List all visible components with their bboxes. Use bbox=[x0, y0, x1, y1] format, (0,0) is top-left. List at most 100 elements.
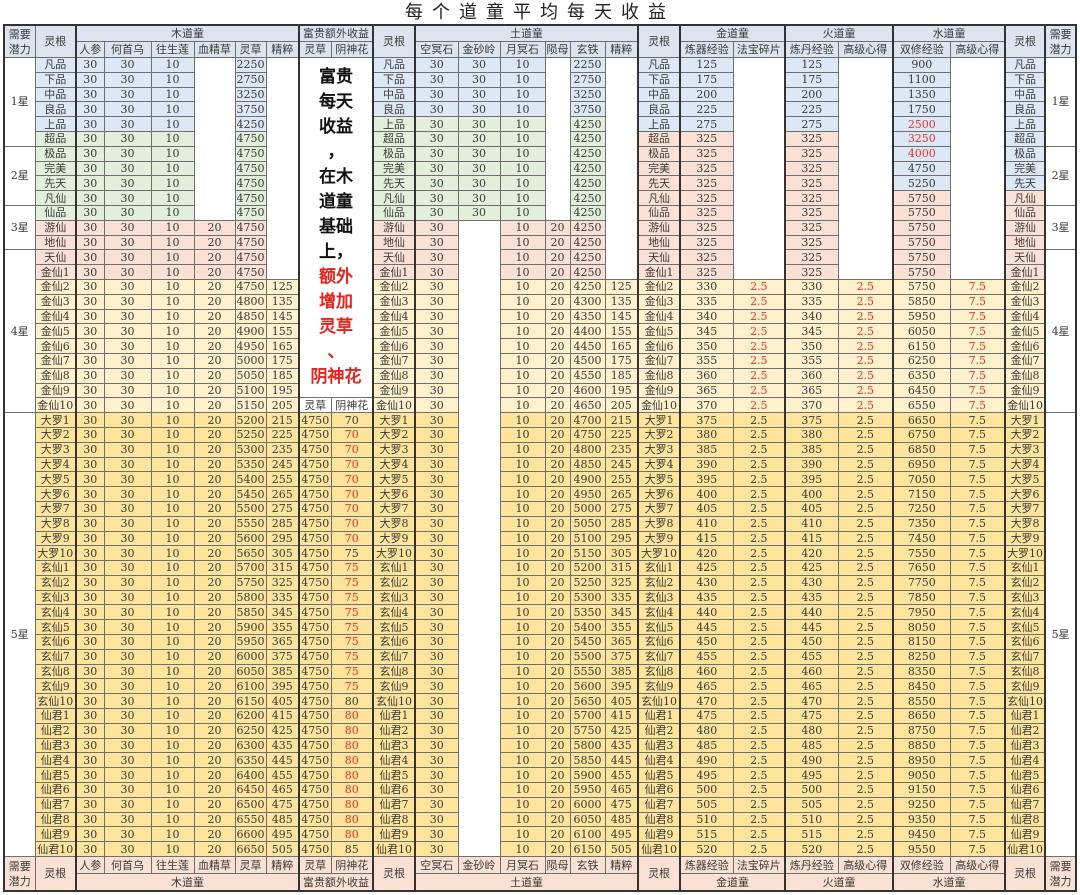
wood-ginseng-cell: 30 bbox=[75, 101, 105, 118]
wood-jingcui-cell: 455 bbox=[265, 767, 300, 784]
earth-jingcui-cell bbox=[604, 205, 639, 221]
gold-treasure-shard-cell: 2.5 bbox=[732, 678, 786, 695]
earth-yunmu-cell: 20 bbox=[544, 471, 571, 488]
root-cell: 大罗6 bbox=[34, 486, 77, 502]
wood-lingcao-cell: 6400 bbox=[234, 767, 267, 784]
root-cell: 金仙7 bbox=[34, 352, 77, 369]
footer-col-gold-1: 法宝碎片 bbox=[732, 856, 786, 875]
water-cultivation-exp-cell: 7250 bbox=[892, 500, 951, 517]
table-row: 3星 仙品 30 30 10 4750 仙品 30 30 10 4250 仙品 325 325 5750 仙品… bbox=[3, 204, 1077, 251]
earth-jinshaling-cell bbox=[457, 264, 501, 280]
footer-fire: 火道童 bbox=[784, 873, 894, 892]
water-insight-cell: 7.5 bbox=[949, 796, 1006, 813]
wood-wangshenglian-cell: 10 bbox=[150, 278, 195, 295]
root-cell: 大罗2 bbox=[34, 426, 77, 443]
water-insight-cell: 7.5 bbox=[949, 456, 1006, 473]
gold-refining-exp-cell: 325 bbox=[679, 160, 734, 177]
fugui-yinshenhua-cell: 75 bbox=[330, 678, 374, 695]
gold-refining-exp-cell: 395 bbox=[679, 471, 734, 488]
earth-jinshaling-cell bbox=[457, 249, 501, 265]
water-cultivation-exp-cell: 8250 bbox=[892, 648, 951, 665]
earth-yuemingshi-cell: 10 bbox=[499, 589, 546, 606]
water-insight-cell bbox=[949, 72, 1006, 88]
root-cell: 凡品 bbox=[1004, 57, 1046, 73]
earth-yunmu-cell bbox=[544, 72, 571, 88]
water-cultivation-exp-cell: 6150 bbox=[892, 338, 951, 354]
root-cell: 仙君8 bbox=[372, 811, 416, 828]
root-cell: 仙君7 bbox=[637, 796, 681, 813]
root-cell: 下品 bbox=[372, 71, 416, 88]
wood-wangshenglian-cell: 10 bbox=[150, 811, 195, 828]
earth-jingcui-cell bbox=[604, 57, 639, 73]
root-cell: 玄仙2 bbox=[372, 574, 416, 591]
header-col-wood-5: 精粹 bbox=[265, 41, 300, 58]
earth-jinshaling-cell bbox=[457, 560, 501, 576]
wood-lingcao-cell: 5400 bbox=[234, 471, 267, 488]
wood-ginseng-cell: 30 bbox=[75, 190, 105, 206]
root-cell: 凡品 bbox=[34, 57, 77, 73]
gold-treasure-shard-cell bbox=[732, 101, 786, 117]
earth-jinshaling-cell bbox=[457, 294, 501, 310]
earth-yunmu-cell: 20 bbox=[544, 560, 571, 576]
header-wood: 木道童 bbox=[74, 24, 300, 42]
root-cell: 仙君4 bbox=[34, 752, 77, 769]
earth-yuemingshi-cell: 10 bbox=[499, 708, 546, 724]
wood-lingcao-cell: 5750 bbox=[234, 574, 267, 591]
water-insight-cell: 7.5 bbox=[949, 811, 1006, 828]
wood-wangshenglian-cell: 10 bbox=[150, 486, 195, 502]
earth-jingcui-cell: 315 bbox=[604, 560, 639, 576]
wood-lingcao-cell: 5250 bbox=[234, 426, 267, 443]
earth-xuantie-cell: 5900 bbox=[569, 767, 606, 784]
wood-xuejingcao-cell: 20 bbox=[193, 663, 236, 680]
water-insight-cell: 7.5 bbox=[949, 308, 1006, 325]
wood-ginseng-cell: 30 bbox=[75, 663, 105, 680]
earth-jinshaling-cell: 30 bbox=[457, 204, 501, 221]
gold-treasure-shard-cell: 2.5 bbox=[732, 693, 786, 710]
potential-star: 1星 bbox=[3, 57, 36, 147]
root-cell: 仙君10 bbox=[637, 841, 681, 858]
root-cell: 先天 bbox=[637, 175, 681, 192]
table-row: 下品 30 30 10 2750 下品 30 30 10 2750 下品 175 175 1100 下品 bbox=[4, 71, 1076, 88]
root-cell: 玄仙7 bbox=[1004, 648, 1046, 665]
table-row: 仙君9 30 30 10 20 6600 495 4750 80 仙君9 30 10 20 6100 495… bbox=[4, 826, 1076, 843]
water-insight-cell bbox=[949, 57, 1006, 73]
earth-yunmu-cell: 20 bbox=[544, 426, 571, 443]
root-cell: 金仙5 bbox=[637, 323, 681, 340]
earth-xuantie-cell: 5200 bbox=[569, 560, 606, 576]
water-insight-cell: 7.5 bbox=[949, 648, 1006, 665]
table-row: 玄仙5 30 30 10 20 5900 355 4750 75 玄仙5 30 10 20 5400 355… bbox=[4, 619, 1076, 636]
fugui-lingcao-cell: 4750 bbox=[298, 648, 332, 665]
wood-wangshenglian-cell: 10 bbox=[150, 367, 195, 384]
gold-refining-exp-cell: 450 bbox=[679, 634, 734, 650]
wood-heshouwu-cell: 30 bbox=[103, 515, 152, 532]
earth-yunmu-cell: 20 bbox=[544, 604, 571, 621]
gold-treasure-shard-cell bbox=[732, 175, 786, 191]
wood-heshouwu-cell: 30 bbox=[103, 308, 152, 325]
gold-refining-exp-cell: 200 bbox=[679, 86, 734, 103]
header-root: 灵根 bbox=[1004, 24, 1046, 58]
earth-jingcui-cell: 415 bbox=[604, 708, 639, 724]
root-cell: 仙君9 bbox=[372, 826, 416, 843]
root-cell: 中品 bbox=[372, 86, 416, 103]
earth-kongmingshi-cell: 30 bbox=[414, 278, 459, 295]
wood-lingcao-cell: 4250 bbox=[234, 116, 267, 132]
water-insight-cell bbox=[949, 235, 1006, 250]
fugui-lingcao-cell: 4750 bbox=[298, 471, 332, 488]
header-col-earth-4: 玄铁 bbox=[569, 41, 606, 58]
root-cell: 大罗4 bbox=[637, 456, 681, 473]
root-cell: 凡品 bbox=[372, 57, 416, 73]
footer-col-wood-3: 血精草 bbox=[193, 856, 236, 875]
water-cultivation-exp-cell: 6550 bbox=[892, 397, 951, 414]
header-col-water-1: 高级心得 bbox=[949, 41, 1006, 58]
root-cell: 大罗5 bbox=[34, 471, 77, 488]
earth-yuemingshi-cell: 10 bbox=[499, 441, 546, 458]
wood-lingcao-cell: 4750 bbox=[234, 278, 267, 295]
water-cultivation-exp-cell: 900 bbox=[892, 57, 951, 73]
wood-wangshenglian-cell: 10 bbox=[150, 234, 195, 251]
earth-kongmingshi-cell: 30 bbox=[414, 160, 459, 177]
fugui-yinshenhua-cell: 75 bbox=[330, 648, 374, 665]
root-cell: 大罗9 bbox=[372, 530, 416, 547]
water-cultivation-exp-cell: 6650 bbox=[892, 412, 951, 428]
earth-kongmingshi-cell: 30 bbox=[414, 530, 459, 547]
wood-lingcao-cell: 5800 bbox=[234, 589, 267, 606]
